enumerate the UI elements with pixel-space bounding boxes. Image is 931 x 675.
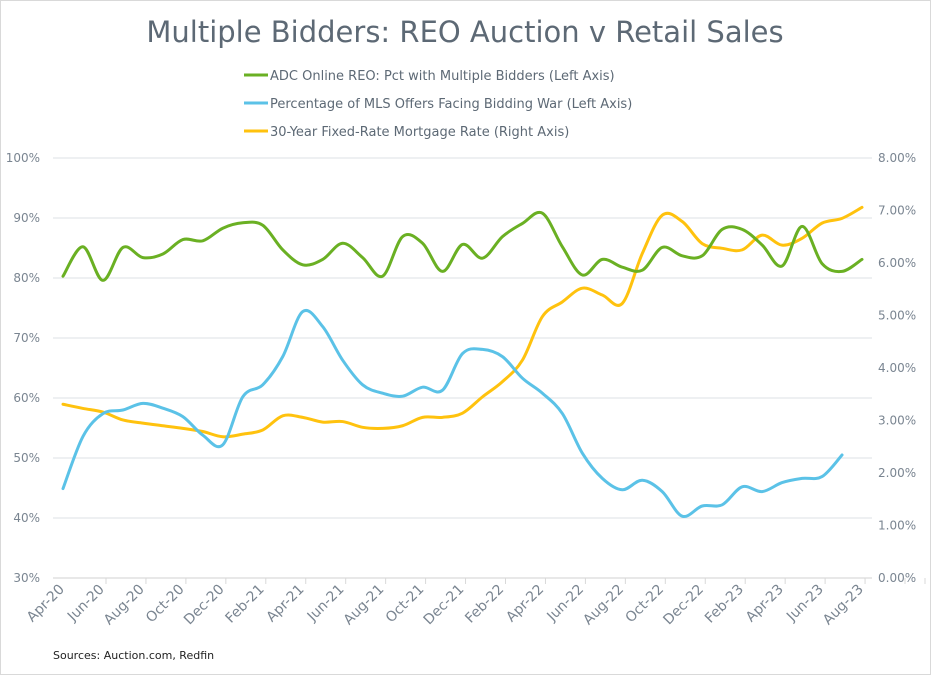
x-tick-label: Feb-22 [462,582,507,627]
series-line-mls-bidding-war [61,308,844,519]
x-axis: Apr-20Jun-20Aug-20Oct-20Dec-20Feb-21Apr-… [24,578,926,629]
legend-item-mls: Percentage of MLS Offers Facing Bidding … [244,97,632,112]
legend-label: ADC Online REO: Pct with Multiple Bidder… [270,69,615,84]
legend: ADC Online REO: Pct with Multiple Bidder… [244,69,632,140]
chart-title: Multiple Bidders: REO Auction v Retail S… [146,15,783,49]
right-tick-label: 5.00% [878,309,916,323]
x-tick-label: Dec-20 [181,582,228,629]
x-tick-label: Dec-22 [660,582,707,629]
x-tick-label: Feb-23 [702,582,747,627]
x-tick-label: Apr-21 [264,582,308,626]
legend-item-mortgage: 30-Year Fixed-Rate Mortgage Rate (Right … [244,125,569,140]
legend-item-adc-reo: ADC Online REO: Pct with Multiple Bidder… [244,69,615,84]
left-axis: 30% 40% 50% 60% 70% 80% 90% 100% [6,151,40,585]
series-line-adc-reo [61,210,864,282]
series-line-mortgage-rate [61,205,864,439]
left-tick-label: 100% [6,151,40,165]
right-tick-label: 0.00% [878,571,916,585]
x-tick-label: Apr-22 [503,582,547,626]
left-tick-label: 60% [13,391,40,405]
x-tick-label: Apr-20 [24,582,68,626]
right-tick-label: 8.00% [878,151,916,165]
x-tick-label: Oct-22 [622,582,667,627]
x-tick-label: Feb-21 [223,582,268,627]
x-tick-label: Aug-22 [580,582,627,629]
x-tick-label: Apr-23 [743,582,787,626]
left-tick-label: 50% [13,451,40,465]
left-tick-label: 70% [13,331,40,345]
gridlines [53,157,872,579]
source-note: Sources: Auction.com, Redfin [53,649,214,662]
x-tick-label: Oct-21 [383,582,428,627]
right-axis: 0.00% 1.00% 2.00% 3.00% 4.00% 5.00% 6.00% 7.00%… [878,151,916,585]
left-tick-label: 40% [13,511,40,525]
legend-label: Percentage of MLS Offers Facing Bidding … [270,97,632,112]
right-tick-label: 3.00% [878,414,916,428]
series-lines [61,205,864,519]
left-tick-label: 30% [13,571,40,585]
right-tick-label: 2.00% [878,466,916,480]
right-tick-label: 1.00% [878,519,916,533]
x-tick-label: Aug-20 [101,582,148,629]
right-tick-label: 6.00% [878,256,916,270]
left-tick-label: 90% [13,211,40,225]
left-tick-label: 80% [13,271,40,285]
x-tick-label: Dec-21 [421,582,468,629]
x-tick-label: Oct-20 [143,582,188,627]
legend-label: 30-Year Fixed-Rate Mortgage Rate (Right … [270,125,569,140]
x-tick-label: Aug-23 [820,582,867,629]
right-tick-label: 7.00% [878,204,916,218]
right-tick-label: 4.00% [878,361,916,375]
x-tick-label: Aug-21 [341,582,388,629]
